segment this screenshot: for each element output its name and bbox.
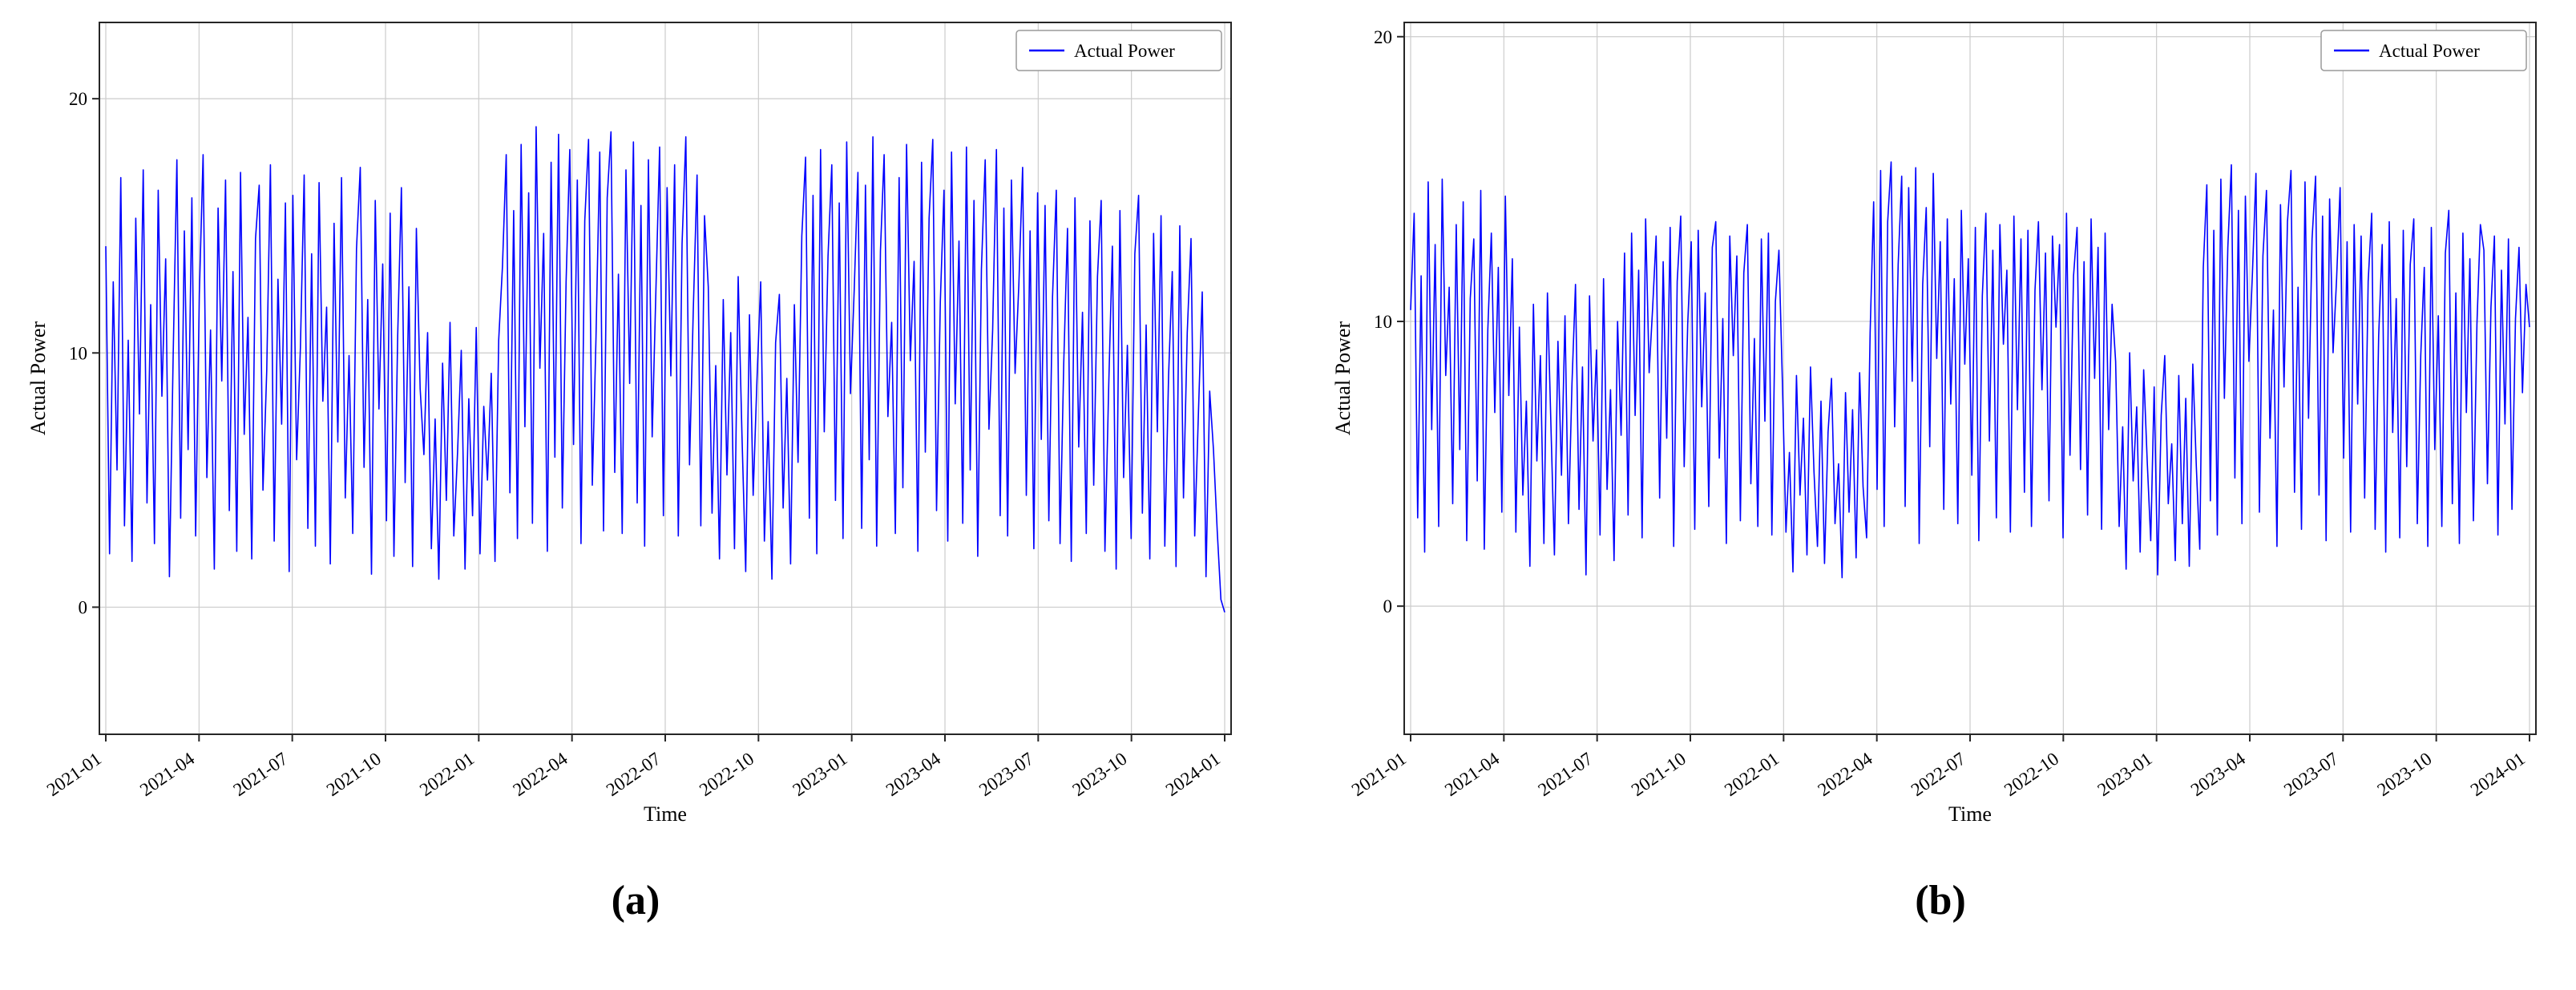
svg-text:2022-07: 2022-07 [603, 749, 664, 800]
svg-text:2023-04: 2023-04 [2187, 748, 2250, 800]
svg-text:2022-04: 2022-04 [509, 748, 571, 800]
figure-panel-a: 2021-01 2021-04 2021-07 2021-10 2022-01 2022-… [22, 10, 1249, 924]
svg-text:10: 10 [1374, 312, 1392, 332]
svg-text:Actual Power: Actual Power [26, 321, 50, 436]
actual-power-line-chart-b: 2021-01 2021-04 2021-07 2021-10 2022-01 2022-… [1331, 22, 2537, 826]
figure-panel-b: 2021-01 2021-04 2021-07 2021-10 2022-01 2022-… [1327, 10, 2554, 924]
svg-text:Time: Time [1948, 802, 1992, 826]
figures-row: 2021-01 2021-04 2021-07 2021-10 2022-01 2022-… [22, 10, 2554, 924]
svg-text:2021-04: 2021-04 [1441, 748, 1504, 800]
svg-text:2021-10: 2021-10 [1628, 749, 1690, 800]
svg-text:2023-07: 2023-07 [975, 749, 1037, 800]
svg-text:2023-04: 2023-04 [882, 748, 945, 800]
svg-text:2022-01: 2022-01 [416, 749, 478, 800]
svg-text:2023-10: 2023-10 [1068, 749, 1130, 800]
svg-text:2021-04: 2021-04 [136, 748, 199, 800]
caption-a: (a) [611, 878, 660, 923]
svg-text:2021-01: 2021-01 [1348, 749, 1410, 800]
svg-text:2023-10: 2023-10 [2373, 749, 2435, 800]
svg-text:2022-10: 2022-10 [696, 749, 757, 800]
svg-text:Actual Power: Actual Power [2379, 41, 2480, 61]
svg-text:2021-01: 2021-01 [43, 749, 105, 800]
caption-b: (b) [1915, 878, 1966, 923]
svg-text:2023-01: 2023-01 [789, 749, 850, 800]
svg-text:2023-01: 2023-01 [2094, 749, 2155, 800]
svg-text:Actual Power: Actual Power [1074, 41, 1175, 61]
svg-text:20: 20 [69, 89, 87, 109]
svg-text:2022-04: 2022-04 [1814, 748, 1876, 800]
svg-text:10: 10 [69, 343, 87, 363]
svg-text:2022-07: 2022-07 [1908, 749, 1969, 800]
svg-text:2022-10: 2022-10 [2001, 749, 2062, 800]
svg-text:Actual Power: Actual Power [1331, 321, 1355, 436]
svg-text:2023-07: 2023-07 [2280, 749, 2342, 800]
svg-text:0: 0 [1383, 596, 1393, 616]
svg-text:2021-10: 2021-10 [323, 749, 385, 800]
svg-text:2021-07: 2021-07 [1534, 749, 1596, 800]
actual-power-line-chart-a: 2021-01 2021-04 2021-07 2021-10 2022-01 2022-… [26, 22, 1232, 826]
svg-text:2022-01: 2022-01 [1721, 749, 1783, 800]
svg-text:2024-01: 2024-01 [1162, 749, 1224, 800]
svg-text:2024-01: 2024-01 [2467, 749, 2529, 800]
svg-text:Time: Time [644, 802, 687, 826]
svg-text:0: 0 [79, 597, 88, 617]
svg-text:2021-07: 2021-07 [229, 749, 291, 800]
svg-text:20: 20 [1374, 27, 1392, 47]
